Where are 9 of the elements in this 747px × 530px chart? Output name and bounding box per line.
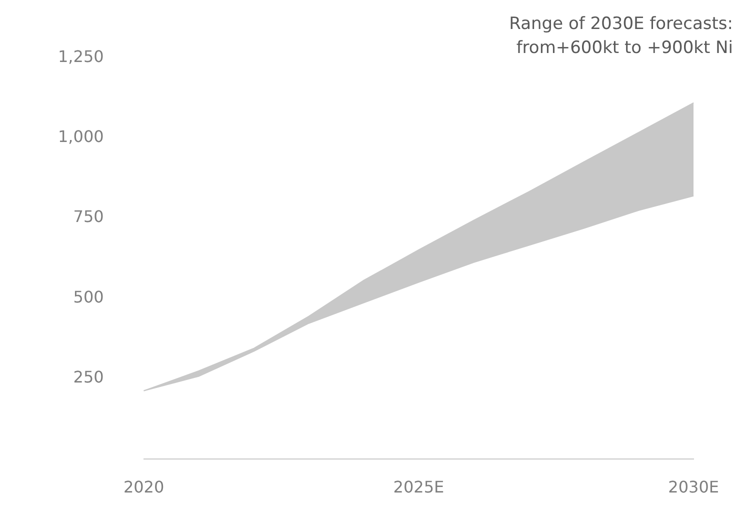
x-tick-label: 2020 (123, 478, 164, 497)
x-tick-label: 2025E (393, 478, 444, 497)
y-tick-label: 250 (73, 368, 104, 387)
x-tick-label: 2030E (668, 478, 719, 497)
annotation: Range of 2030E forecasts: from+600kt to +900kt Ni (509, 14, 733, 58)
y-tick-label: 750 (73, 207, 104, 226)
y-tick-label: 1,000 (58, 126, 104, 146)
y-tick-label: 500 (73, 287, 104, 306)
y-tick-label: 1,250 (58, 46, 104, 66)
